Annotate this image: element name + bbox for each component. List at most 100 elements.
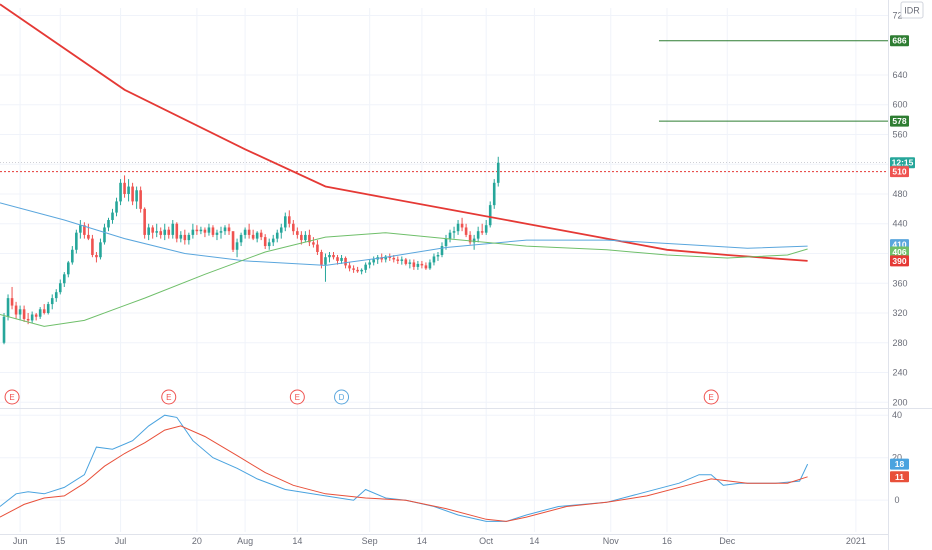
moving-average-series	[0, 3, 808, 327]
candle-body	[227, 227, 231, 232]
candle-body	[316, 244, 319, 253]
candle-body	[484, 225, 488, 233]
candle-body	[444, 238, 448, 247]
candle-body	[30, 314, 34, 321]
moving-average-badge-bg	[890, 246, 909, 258]
candle-body	[187, 234, 191, 241]
candle-body	[460, 223, 464, 228]
moving-average-line	[0, 232, 808, 327]
candle-body	[87, 234, 90, 239]
candle-body	[171, 223, 175, 235]
candle-body	[107, 220, 110, 228]
candle-body	[175, 223, 179, 239]
candle-body	[115, 201, 118, 213]
candle-body	[352, 268, 355, 270]
candle-body	[58, 283, 62, 293]
candle-body	[312, 242, 315, 245]
candle-body	[6, 298, 10, 317]
time-tick-label: Jul	[115, 536, 127, 546]
candle-body	[147, 227, 150, 235]
candle-body	[344, 257, 347, 266]
price-tick-label: 480	[892, 189, 907, 199]
chart-axes: 2002402803203604004404805205606006407200…	[13, 10, 908, 546]
candle-body	[332, 254, 335, 258]
candle-body	[468, 234, 472, 243]
candle-body	[203, 229, 207, 233]
candle-body	[308, 234, 311, 243]
candle-body	[440, 246, 444, 255]
target-price-badge: 686	[892, 36, 906, 46]
time-tick-label: 16	[662, 536, 672, 546]
time-tick-label: Dec	[719, 536, 736, 546]
candle-body	[131, 186, 134, 202]
candle-body	[464, 227, 468, 235]
oscillator-series	[0, 414, 809, 522]
event-marker	[161, 389, 177, 405]
candle-body	[255, 232, 259, 239]
candle-body	[496, 162, 500, 183]
price-tick-label: 560	[892, 129, 907, 139]
candle-body	[235, 242, 239, 250]
oscillator-value-badge-bg	[890, 458, 909, 470]
candle-body	[412, 262, 416, 267]
candle-body	[26, 318, 30, 321]
oscillator-line	[0, 414, 809, 522]
time-tick-label: 2021	[846, 536, 866, 546]
price-tick-label: 440	[892, 219, 907, 229]
candle-body	[62, 274, 66, 284]
price-tick-label: 600	[892, 100, 907, 110]
oscillator-value-badge: 18	[895, 459, 905, 469]
oscillator-tick-label: 20	[892, 453, 902, 463]
svg-text:IDR: IDR	[904, 6, 920, 16]
candle-body	[364, 264, 367, 270]
time-tick-label: 14	[292, 536, 302, 546]
candle-body	[215, 232, 219, 235]
candle-body	[14, 305, 18, 315]
candle-body	[416, 263, 420, 267]
candle-body	[400, 259, 404, 261]
current-time-badge-bg	[890, 157, 915, 169]
candle-body	[42, 309, 46, 314]
candle-body	[18, 309, 22, 315]
candle-body	[219, 231, 223, 233]
candle-body	[191, 229, 195, 235]
candle-body	[183, 234, 187, 241]
candle-body	[71, 249, 74, 263]
candle-body	[223, 227, 227, 232]
candle-body	[139, 190, 142, 209]
current-time-badge: 12:15	[892, 158, 914, 168]
time-tick-label: 14	[417, 536, 427, 546]
candle-body	[436, 254, 440, 257]
currency-label[interactable]: IDR	[900, 1, 924, 19]
oscillator-tick-label: 0	[894, 495, 899, 505]
candle-body	[99, 242, 102, 258]
candle-body	[50, 298, 54, 305]
event-label: E	[709, 393, 714, 402]
event-marker	[334, 389, 350, 405]
candle-body	[356, 269, 359, 272]
candle-body	[348, 265, 351, 269]
candle-body	[432, 256, 436, 263]
candle-body	[79, 225, 82, 233]
candle-body	[155, 231, 159, 233]
candle-body	[127, 186, 130, 194]
moving-average-badge: 406	[892, 247, 906, 257]
candle-body	[46, 304, 50, 314]
time-tick-label: Oct	[479, 536, 494, 546]
moving-average-badge: 390	[892, 256, 906, 266]
candle-body	[380, 257, 384, 260]
price-pane-lines	[0, 40, 888, 173]
candle-body	[424, 265, 428, 269]
target-price-badge-bg	[890, 115, 909, 127]
candle-body	[143, 208, 146, 235]
candle-body	[304, 234, 307, 241]
candle-body	[456, 223, 460, 232]
candle-body	[207, 227, 211, 233]
candle-body	[408, 262, 412, 264]
candle-body	[328, 254, 331, 258]
candle-body	[292, 223, 295, 232]
